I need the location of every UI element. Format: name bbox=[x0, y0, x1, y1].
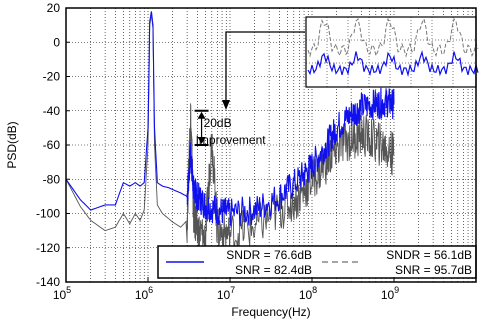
y-tick-label: -80 bbox=[43, 172, 61, 186]
x-axis-label: Frequency(Hz) bbox=[231, 305, 310, 319]
y-axis-ticks: -140 -120 -100 -80 -60 -40 -20 0 20 bbox=[36, 1, 70, 289]
inset-pointer-arrow-head bbox=[222, 100, 230, 110]
series-line-gray bbox=[65, 14, 395, 258]
legend-snr-blue: SNR = 82.4dB bbox=[235, 263, 312, 277]
inset-series-gray bbox=[307, 17, 479, 58]
x-tick-label: 107 bbox=[217, 285, 235, 302]
x-tick-label: 108 bbox=[299, 285, 317, 302]
series-line-blue bbox=[65, 11, 395, 227]
y-tick-label: -140 bbox=[36, 275, 60, 289]
inset-zoom bbox=[222, 16, 479, 110]
x-tick-label: 105 bbox=[53, 285, 71, 302]
legend: SNDR = 76.6dB SNR = 82.4dB SNDR = 56.1dB… bbox=[157, 245, 477, 279]
annotation-line1: 20dB bbox=[204, 116, 232, 130]
inset-series-blue bbox=[307, 50, 479, 78]
y-tick-label: -120 bbox=[36, 241, 60, 255]
y-tick-label: -60 bbox=[43, 138, 61, 152]
legend-box bbox=[157, 245, 477, 279]
legend-sndr-blue: SNDR = 76.6dB bbox=[226, 248, 312, 262]
legend-snr-gray: SNR = 95.7dB bbox=[395, 263, 472, 277]
y-axis-label: PSD(dB) bbox=[5, 121, 19, 168]
x-tick-label: 109 bbox=[381, 285, 399, 302]
y-tick-label: 0 bbox=[53, 35, 60, 49]
annotation-arrow-down bbox=[197, 137, 206, 144]
series-layer bbox=[65, 11, 395, 258]
y-tick-label: 20 bbox=[47, 1, 61, 15]
x-axis-ticks: 105 106 107 108 109 bbox=[53, 277, 399, 302]
inset-pointer-line bbox=[225, 31, 305, 105]
y-tick-label: -20 bbox=[43, 70, 61, 84]
annotation-arrow-up bbox=[197, 111, 206, 119]
y-tick-label: -100 bbox=[36, 207, 60, 221]
y-tick-label: -40 bbox=[43, 104, 61, 118]
legend-sndr-gray: SNDR = 56.1dB bbox=[386, 248, 472, 262]
x-tick-label: 106 bbox=[135, 285, 153, 302]
improvement-annotation: 20dB Improvement bbox=[194, 109, 267, 147]
annotation-line2: Improvement bbox=[196, 133, 267, 147]
inset-frame bbox=[305, 16, 477, 88]
